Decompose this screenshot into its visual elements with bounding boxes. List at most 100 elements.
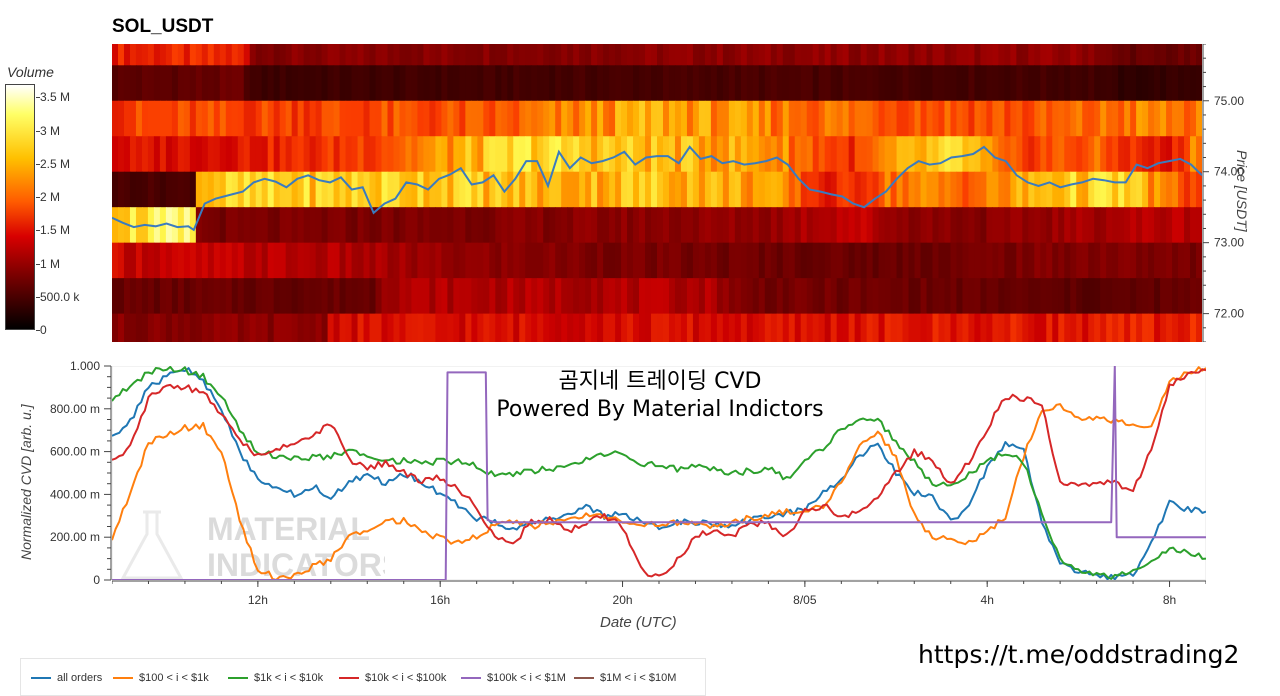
heatmap-cell <box>830 171 838 208</box>
heatmap-cell <box>800 136 808 173</box>
heatmap-cell <box>519 242 526 279</box>
heatmap-cell <box>716 242 724 279</box>
heatmap-cell <box>441 278 448 315</box>
heatmap-cell <box>1046 65 1053 102</box>
heatmap-cell <box>345 207 353 244</box>
heatmap-cell <box>1184 44 1191 66</box>
heatmap-cell <box>1064 171 1071 208</box>
heatmap-cell <box>674 242 682 279</box>
heatmap-cell <box>1136 313 1143 342</box>
legend-label: all orders <box>57 672 103 684</box>
heatmap-cell <box>848 171 856 208</box>
heatmap-cell <box>291 278 299 315</box>
heatmap-cell <box>513 136 520 173</box>
heatmap-cell <box>914 65 922 102</box>
heatmap-cell <box>836 207 844 244</box>
heatmap-cell <box>621 136 628 173</box>
colorbar-tick-mark <box>36 197 40 199</box>
heatmap-cell <box>345 44 353 66</box>
heatmap-cell <box>633 136 640 173</box>
heatmap-cell <box>501 44 508 66</box>
heatmap-cell <box>627 100 634 137</box>
heatmap-cell <box>351 65 359 102</box>
heatmap-cell <box>698 242 706 279</box>
heatmap-cell <box>1130 65 1137 102</box>
heatmap-cell <box>477 44 484 66</box>
heatmap-cell <box>1046 100 1053 137</box>
heatmap-cell <box>477 242 484 279</box>
heatmap-cell <box>806 278 814 315</box>
heatmap-cell <box>758 136 766 173</box>
legend-swatch <box>339 677 359 679</box>
heatmap-cell <box>818 313 826 342</box>
telegram-link[interactable]: https://t.me/oddstrading2 <box>918 640 1240 669</box>
heatmap-cell <box>555 278 562 315</box>
heatmap-cell <box>974 136 982 173</box>
heatmap-cell <box>495 136 502 173</box>
heatmap-cell <box>183 136 191 173</box>
heatmap-cell <box>692 171 700 208</box>
heatmap-cell <box>237 242 245 279</box>
heatmap-cell <box>1124 44 1131 66</box>
heatmap-cell <box>471 100 478 137</box>
heatmap-cell <box>962 278 970 315</box>
heatmap-cell <box>674 65 682 102</box>
legend-item[interactable]: $1M < i < $10M <box>574 672 676 684</box>
heatmap-cell <box>668 171 676 208</box>
heatmap-cell <box>201 207 209 244</box>
heatmap-cell <box>273 207 281 244</box>
heatmap-cell <box>183 65 191 102</box>
legend-item[interactable]: $10k < i < $100k <box>339 672 446 684</box>
heatmap-cell <box>201 313 209 342</box>
heatmap-cell <box>836 278 844 315</box>
heatmap-cell <box>1028 313 1035 342</box>
heatmap-cell <box>495 171 502 208</box>
heatmap-cell <box>117 100 125 137</box>
heatmap-cell <box>1046 313 1053 342</box>
heatmap-cell <box>968 278 976 315</box>
heatmap-cell <box>573 100 580 137</box>
cvd-plot[interactable] <box>112 366 1206 580</box>
heatmap-cell <box>1064 278 1071 315</box>
heatmap-cell <box>399 65 407 102</box>
heatmap-cell <box>507 171 514 208</box>
heatmap-cell <box>734 242 742 279</box>
legend-item[interactable]: $100 < i < $1k <box>113 672 209 684</box>
legend-item[interactable]: all orders <box>31 672 102 684</box>
heatmap-cell <box>812 44 820 66</box>
heatmap-cell <box>1142 171 1149 208</box>
heatmap-cell <box>1136 278 1143 315</box>
heatmap-cell <box>453 313 460 342</box>
legend-item[interactable]: $100k < i < $1M <box>461 672 566 684</box>
heatmap-cell <box>555 100 562 137</box>
heatmap-cell <box>309 100 317 137</box>
heatmap-cell <box>1160 313 1167 342</box>
heatmap-cell <box>357 207 365 244</box>
heatmap-cell <box>932 100 940 137</box>
heatmap-cell <box>1106 313 1113 342</box>
heatmap-cell <box>429 313 437 342</box>
heatmap-cell <box>1028 171 1035 208</box>
heatmap-cell <box>357 278 365 315</box>
heatmap-cell <box>129 313 137 342</box>
heatmap-cell <box>513 313 520 342</box>
heatmap-cell <box>662 136 670 173</box>
heatmap-cell <box>471 44 478 66</box>
heatmap-cell <box>674 207 682 244</box>
heatmap-cell <box>1082 65 1089 102</box>
heatmap-cell <box>704 136 712 173</box>
heatmap-cell <box>549 171 556 208</box>
heatmap-cell <box>117 242 125 279</box>
heatmap-cell <box>1016 171 1023 208</box>
heatmap-cell <box>423 242 431 279</box>
heatmap-cell <box>273 100 281 137</box>
heatmap-cell <box>1118 65 1125 102</box>
heatmap-cell <box>279 100 287 137</box>
heatmap-cell <box>1058 171 1065 208</box>
volume-heatmap[interactable] <box>112 44 1202 342</box>
legend-item[interactable]: $1k < i < $10k <box>228 672 323 684</box>
heatmap-cell <box>561 313 568 342</box>
heatmap-cell <box>890 313 898 342</box>
heatmap-cell <box>219 207 227 244</box>
heatmap-cell <box>974 242 982 279</box>
